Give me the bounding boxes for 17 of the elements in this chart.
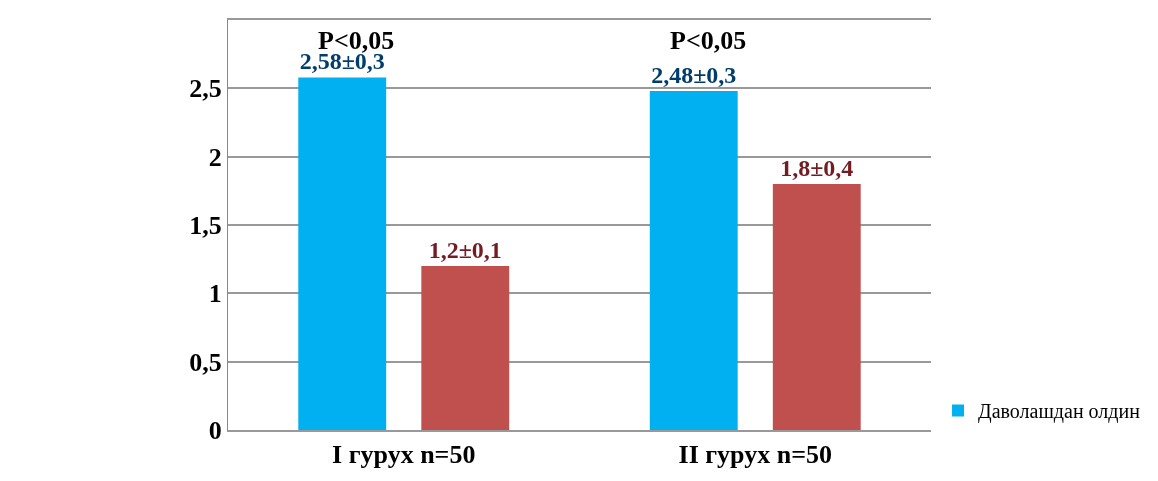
data-label: 1,2±0,1: [428, 237, 502, 263]
y-tick-label: 1,5: [189, 211, 222, 241]
bar: [421, 266, 510, 430]
bar: [772, 184, 861, 430]
y-tick-label: 2,5: [189, 74, 222, 104]
y-tick-label: 1: [208, 279, 222, 309]
x-tick-label: I гурух n=50: [332, 439, 476, 469]
data-label: 2,48±0,3: [651, 62, 737, 89]
y-tick-label: 0: [208, 416, 222, 446]
y-tick-label: 0,5: [189, 347, 222, 377]
bar: [649, 91, 738, 430]
bar: [298, 77, 387, 430]
data-label: 1,8±0,4: [780, 155, 854, 181]
y-tick-label: 2: [208, 142, 222, 172]
annotation: P<0,05: [670, 26, 747, 55]
legend-label: Даволашдан олдин: [978, 400, 1141, 424]
x-tick-label: II гурух n=50: [678, 439, 832, 469]
